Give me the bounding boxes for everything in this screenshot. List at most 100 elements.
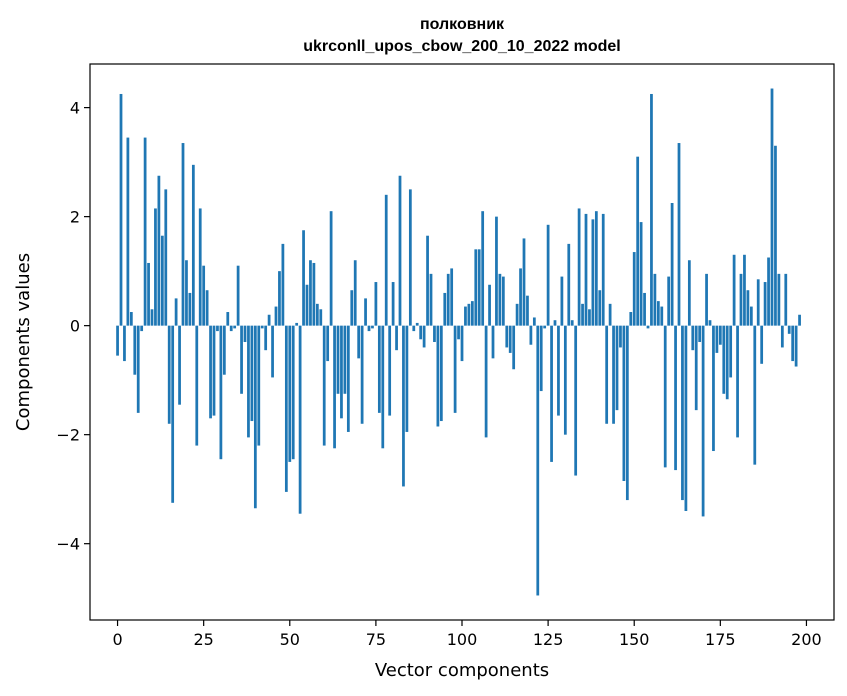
bar-174	[715, 325, 719, 353]
bar-8	[143, 137, 147, 326]
bar-20	[185, 260, 188, 326]
bar-74	[371, 325, 374, 329]
bar-16	[171, 325, 175, 503]
bar-96	[446, 273, 450, 326]
bar-99	[457, 325, 460, 340]
bar-31	[222, 325, 226, 375]
bar-22	[191, 164, 195, 326]
bar-181	[739, 273, 743, 326]
bar-110	[495, 216, 498, 326]
bar-151	[636, 156, 640, 326]
bar-140	[598, 290, 602, 326]
bar-91	[429, 273, 433, 326]
bar-68	[350, 290, 354, 326]
bar-100	[460, 325, 464, 362]
bar-14	[164, 189, 168, 326]
bar-94	[439, 325, 443, 422]
bar-76	[377, 325, 381, 413]
bar-24	[198, 208, 202, 326]
bar-118	[522, 238, 526, 326]
bar-107	[484, 325, 488, 438]
bar-186	[756, 279, 760, 326]
bar-127	[553, 320, 557, 326]
bar-69	[353, 260, 357, 326]
bar-191	[774, 145, 777, 326]
bar-148	[625, 325, 629, 501]
bar-160	[667, 276, 671, 326]
bar-63	[333, 325, 336, 449]
bar-42	[260, 325, 264, 329]
bar-145	[615, 325, 619, 411]
bar-156	[653, 273, 657, 326]
y-axis-ticks: −4 −2 0 2 4	[56, 99, 90, 554]
bar-43	[264, 325, 268, 351]
bar-197	[794, 325, 798, 367]
bar-143	[608, 303, 612, 326]
chart-title-line1: полковник	[420, 16, 505, 33]
bar-98	[453, 325, 457, 413]
x-tick-label: 25	[193, 630, 213, 649]
bar-28	[212, 325, 216, 416]
bar-168	[694, 325, 698, 411]
bar-129	[560, 276, 564, 326]
bar-154	[646, 325, 650, 329]
x-tick-label: 100	[447, 630, 478, 649]
bar-58	[315, 303, 319, 326]
x-tick-label: 75	[366, 630, 386, 649]
bar-125	[546, 224, 550, 326]
x-tick-label: 150	[619, 630, 650, 649]
bar-80	[391, 282, 395, 326]
bar-78	[384, 194, 388, 326]
bar-112	[501, 276, 505, 326]
x-tick-label: 175	[705, 630, 736, 649]
bar-134	[577, 208, 581, 326]
x-tick-label: 0	[112, 630, 122, 649]
bar-142	[605, 325, 609, 424]
bar-136	[584, 213, 588, 326]
chart-title-line2: ukrconll_upos_cbow_200_10_2022 model	[303, 38, 620, 55]
bar-120	[529, 325, 533, 345]
bar-130	[563, 325, 567, 435]
bar-65	[340, 325, 343, 419]
bar-132	[570, 320, 574, 326]
bar-10	[150, 309, 154, 326]
bar-117	[519, 268, 522, 326]
bar-183	[746, 290, 750, 326]
x-axis-ticks: 0 25 50 75 100 125 150 175 200	[112, 620, 822, 649]
bar-179	[732, 254, 736, 326]
x-tick-label: 200	[791, 630, 822, 649]
bar-23	[195, 325, 199, 446]
bar-81	[395, 325, 398, 351]
bar-53	[298, 325, 302, 514]
bar-114	[508, 325, 512, 353]
bar-84	[405, 325, 409, 432]
bar-17	[174, 298, 178, 326]
bar-0	[116, 325, 119, 356]
y-tick-label: −4	[56, 535, 80, 554]
bar-37	[243, 325, 247, 342]
bar-155	[650, 93, 653, 326]
bar-123	[539, 325, 543, 392]
bar-40	[253, 325, 257, 509]
bar-12	[157, 175, 161, 326]
bar-2	[123, 325, 126, 362]
bar-116	[515, 303, 519, 326]
bar-4	[129, 312, 133, 326]
bar-161	[670, 203, 674, 326]
bar-70	[357, 325, 361, 359]
bar-54	[302, 230, 305, 326]
bar-59	[319, 309, 323, 326]
bar-190	[770, 88, 774, 326]
bar-175	[718, 325, 722, 345]
bar-164	[681, 325, 684, 501]
y-axis-label: Components values	[13, 253, 34, 431]
bar-170	[701, 325, 705, 517]
bar-77	[381, 325, 385, 449]
bar-66	[343, 325, 347, 394]
y-tick-label: 2	[70, 208, 80, 227]
bar-193	[780, 325, 784, 348]
bar-1	[119, 93, 123, 326]
bar-34	[233, 325, 237, 329]
